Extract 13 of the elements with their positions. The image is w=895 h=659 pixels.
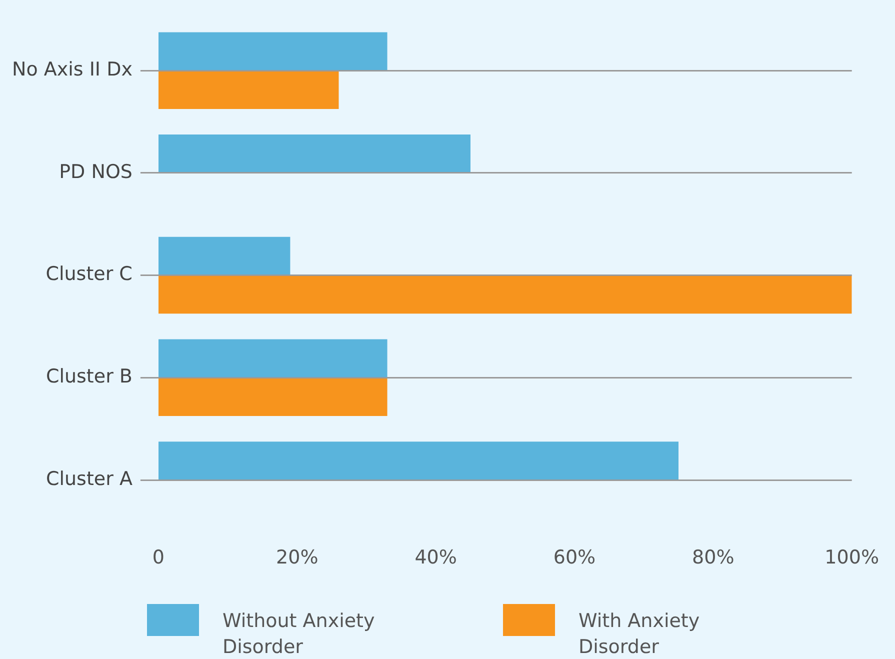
legend-label: With Anxiety Disorder [578, 609, 701, 659]
x-tick-label: 80% [692, 546, 734, 569]
x-tick-label: 100% [824, 546, 880, 569]
legend-label: Without Anxiety Disorder [222, 609, 376, 659]
x-tick-label: 0 [152, 546, 165, 569]
y-tick-label: Cluster A [46, 468, 132, 490]
y-tick-label: No Axis II Dx [12, 58, 132, 81]
x-tick-label: 60% [553, 546, 596, 569]
x-tick-label: 20% [276, 546, 318, 569]
y-tick-label: Cluster C [46, 263, 132, 286]
y-tick-label: Cluster B [46, 366, 132, 388]
x-tick-label: 40% [414, 546, 457, 569]
y-tick-label: PD NOS [59, 160, 132, 183]
